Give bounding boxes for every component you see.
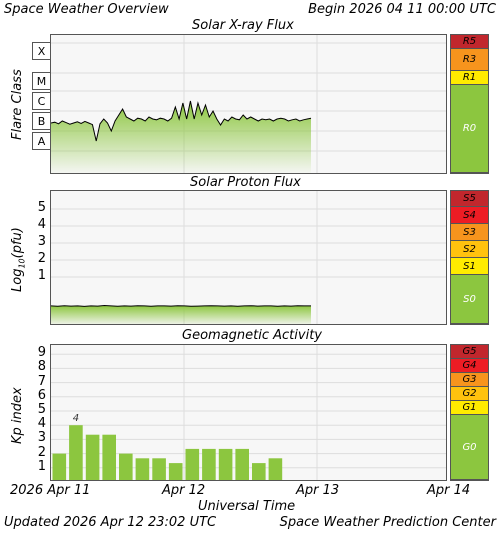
- flare-class-x: X: [32, 42, 50, 60]
- proton-ytick-4: 4: [37, 217, 46, 232]
- proton-s-scale: S5 S4 S3 S2 S1 S0: [450, 190, 489, 325]
- kp-ytick-8: 8: [37, 359, 46, 375]
- flare-class-b: B: [32, 112, 50, 130]
- flare-class-m: M: [32, 72, 50, 90]
- scale-cell-g2: G2: [451, 387, 488, 401]
- kp-bar-4: [119, 453, 133, 480]
- xray-svg: [51, 35, 446, 173]
- kp-bar-6: [152, 458, 166, 480]
- xtick-apr12: Apr 12: [162, 483, 206, 498]
- scale-cell-s2: S2: [451, 241, 488, 258]
- kp-bar-5: [135, 458, 150, 480]
- scale-cell-r5: R5: [451, 35, 488, 49]
- kp-bar-10: [218, 448, 233, 480]
- proton-plot: [50, 190, 447, 325]
- kp-ytick-4: 4: [37, 416, 46, 432]
- updated-time: Updated 2026 Apr 12 23:02 UTC: [4, 515, 217, 530]
- scale-cell-s4: S4: [451, 207, 488, 224]
- kp-ytick-1: 1: [37, 458, 46, 474]
- proton-ytick-3: 3: [37, 234, 46, 249]
- kp-ytick-9: 9: [37, 345, 46, 361]
- proton-ytick-2: 2: [37, 251, 46, 266]
- proton-title: Solar Proton Flux: [190, 175, 301, 190]
- scale-cell-r3: R3: [451, 49, 488, 71]
- proton-area: [51, 305, 311, 324]
- kp-bar-0: [52, 453, 67, 480]
- xtick-apr11: 2026 Apr 11: [10, 483, 91, 498]
- proton-svg: [51, 191, 446, 324]
- kp-svg: 4: [51, 345, 446, 480]
- scale-cell-s3: S3: [451, 224, 488, 241]
- scale-cell-g1: G1: [451, 401, 488, 415]
- kp-ylabel: Kp index: [10, 387, 25, 444]
- kp-bar-2: [85, 434, 100, 480]
- kp-bar-12: [252, 463, 266, 480]
- proton-ylabel-sub: 10: [17, 258, 27, 269]
- xray-ylabel: Flare Class: [10, 69, 25, 140]
- center-name: Space Weather Prediction Center: [279, 515, 496, 530]
- kp-bar-11: [235, 448, 249, 480]
- xray-title: Solar X-ray Flux: [192, 18, 294, 33]
- kp-bar-8: [185, 448, 200, 480]
- flare-class-a: A: [32, 132, 50, 150]
- xray-r-scale: R5 R3 R1 R0: [450, 34, 489, 174]
- kp-bar-3: [102, 434, 116, 480]
- xaxis-title: Universal Time: [198, 499, 296, 514]
- scale-cell-r0: R0: [451, 85, 488, 173]
- xtick-apr13: Apr 13: [296, 483, 340, 498]
- scale-cell-g5: G5: [451, 345, 488, 359]
- kp-bar-1: [69, 425, 83, 480]
- kp-title: Geomagnetic Activity: [182, 328, 322, 343]
- scale-cell-r1: R1: [451, 71, 488, 85]
- scale-cell-s1: S1: [451, 258, 488, 275]
- proton-ytick-1: 1: [37, 268, 46, 283]
- xray-area: [51, 101, 311, 173]
- scale-cell-g4: G4: [451, 359, 488, 373]
- kp-g-scale: G5 G4 G3 G2 G1 G0: [450, 344, 489, 481]
- kp-bar-9: [202, 448, 216, 480]
- kp-plot: 4: [50, 344, 447, 481]
- scale-cell-g0: G0: [451, 415, 488, 480]
- scale-cell-s0: S0: [451, 275, 488, 324]
- kp-ytick-2: 2: [37, 444, 46, 460]
- kp-ytick-5: 5: [37, 402, 46, 417]
- kp-ytick-6: 6: [37, 387, 46, 403]
- proton-ylabel: Log10(pfu): [10, 227, 27, 292]
- proton-ytick-5: 5: [37, 200, 46, 215]
- kp-annotation: 4: [73, 413, 79, 424]
- scale-cell-g3: G3: [451, 373, 488, 387]
- scale-cell-s5: S5: [451, 191, 488, 207]
- begin-time: Begin 2026 04 11 00:00 UTC: [308, 2, 496, 17]
- page-title: Space Weather Overview: [4, 2, 169, 17]
- kp-ytick-3: 3: [37, 430, 46, 446]
- kp-bar-7: [168, 463, 183, 480]
- flare-class-c: C: [32, 92, 50, 110]
- kp-ytick-7: 7: [37, 373, 46, 389]
- xray-plot: [50, 34, 447, 174]
- kp-bar-13: [268, 458, 283, 480]
- proton-line: [51, 305, 311, 307]
- xtick-apr14: Apr 14: [427, 483, 471, 498]
- xray-line: [51, 100, 312, 142]
